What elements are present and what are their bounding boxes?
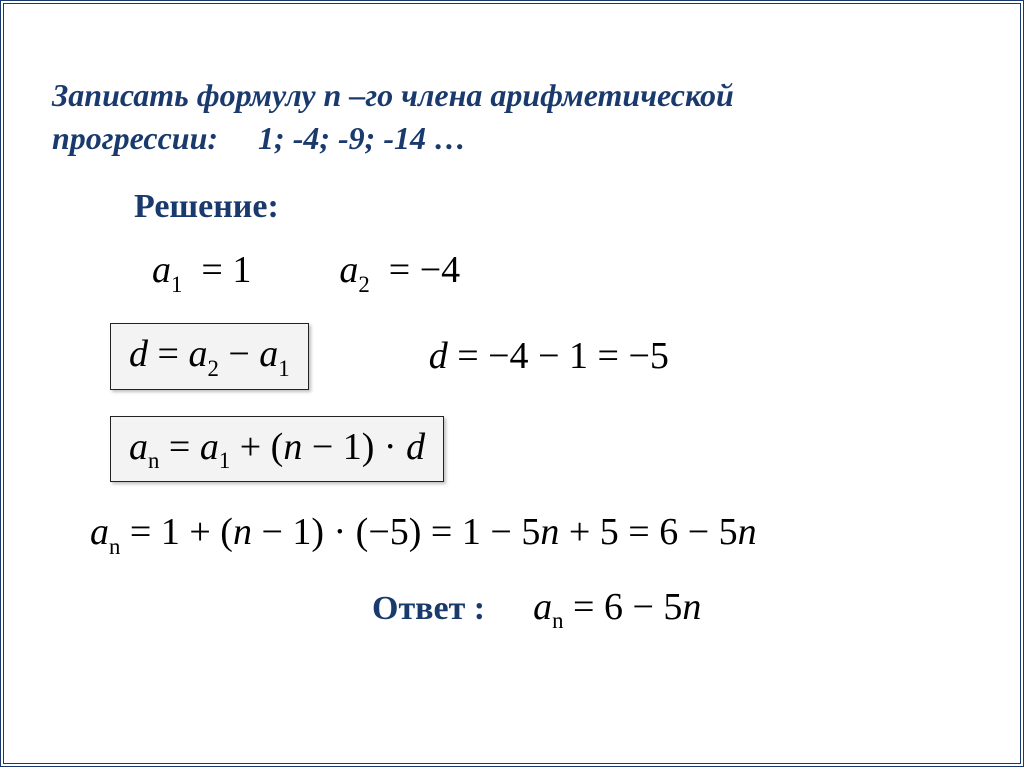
slide-frame: Записать формулу n –го члена арифметичес… [0, 0, 1024, 767]
row-general-formula: an = a1 + (n − 1) · d [110, 416, 972, 483]
row-initial-terms: a1 = 1 a2 = −4 [152, 248, 972, 297]
formula-box-d: d = a2 − a1 [110, 323, 309, 390]
prompt-sequence: 1; -4; -9; -14 … [258, 120, 466, 156]
row-common-difference: d = a2 − a1 d = −4 − 1 = −5 [110, 323, 972, 390]
answer-label: Ответ : [372, 590, 485, 628]
expr-a2: a2 = −4 [339, 248, 460, 297]
expr-d-formula: d = a2 − a1 [129, 333, 290, 375]
problem-prompt: Записать формулу n –го члена арифметичес… [52, 74, 972, 160]
expr-d-compute: d = −4 − 1 = −5 [429, 334, 669, 378]
expr-an-formula: an = a1 + (n − 1) · d [129, 426, 425, 468]
prompt-line2-label: прогрессии: [52, 120, 218, 156]
row-an-compute: an = 1 + (n − 1) · (−5) = 1 − 5n + 5 = 6… [90, 510, 972, 559]
expr-an-compute: an = 1 + (n − 1) · (−5) = 1 − 5n + 5 = 6… [90, 510, 757, 559]
row-answer: Ответ : an = 6 − 5n [372, 585, 972, 634]
solution-label: Решение: [134, 188, 972, 226]
prompt-line1: Записать формулу n –го члена арифметичес… [52, 77, 734, 113]
expr-answer: an = 6 − 5n [533, 585, 701, 634]
expr-a1: a1 = 1 [152, 248, 251, 297]
formula-box-an: an = a1 + (n − 1) · d [110, 416, 444, 483]
